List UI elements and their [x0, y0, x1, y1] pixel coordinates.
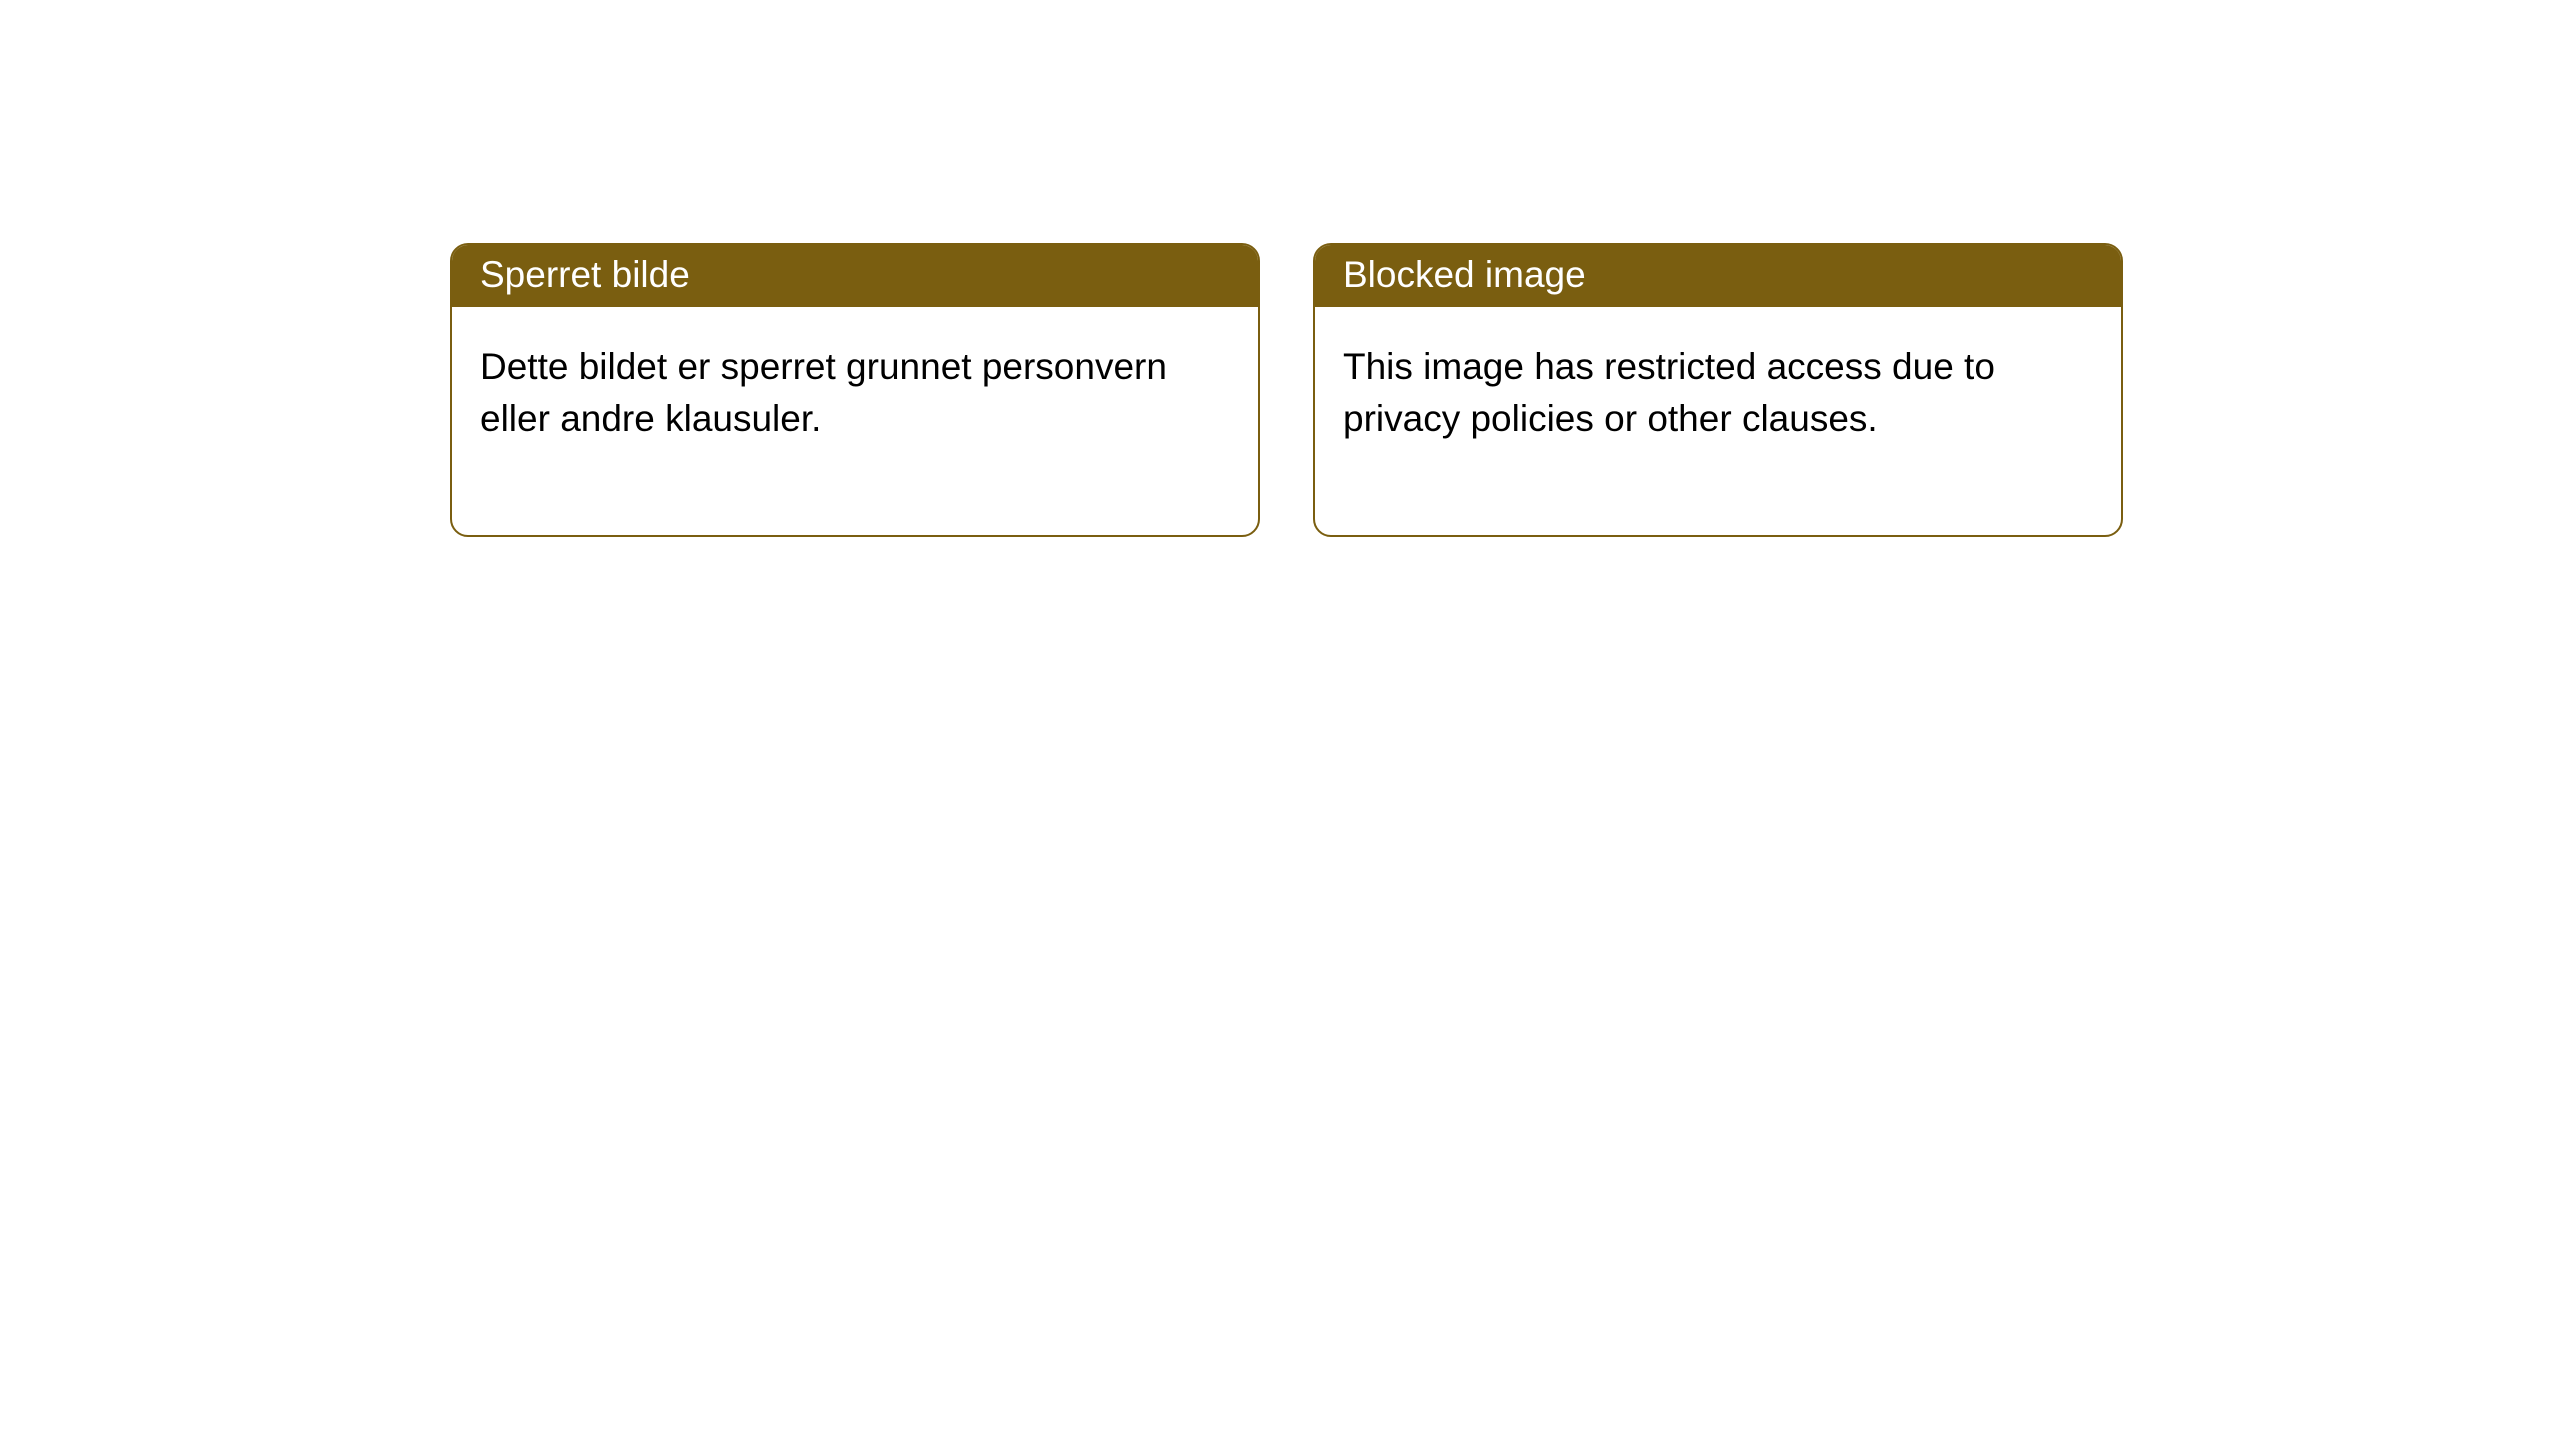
notice-cards-container: Sperret bilde Dette bildet er sperret gr… — [0, 0, 2560, 537]
notice-card-english: Blocked image This image has restricted … — [1313, 243, 2123, 537]
notice-body-english: This image has restricted access due to … — [1315, 307, 2121, 535]
notice-header-norwegian: Sperret bilde — [452, 245, 1258, 307]
notice-header-english: Blocked image — [1315, 245, 2121, 307]
notice-card-norwegian: Sperret bilde Dette bildet er sperret gr… — [450, 243, 1260, 537]
notice-body-norwegian: Dette bildet er sperret grunnet personve… — [452, 307, 1258, 535]
